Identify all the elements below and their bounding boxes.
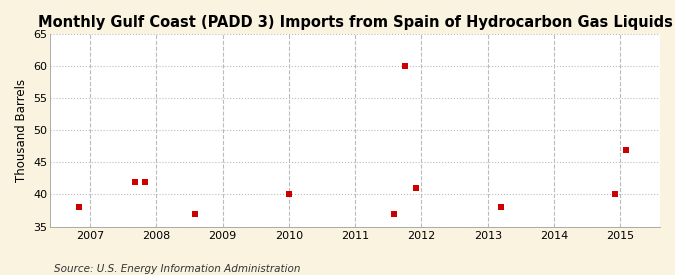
- Point: [495, 205, 506, 210]
- Text: Source: U.S. Energy Information Administration: Source: U.S. Energy Information Administ…: [54, 264, 300, 274]
- Point: [400, 64, 410, 68]
- Point: [284, 192, 294, 197]
- Point: [388, 211, 399, 216]
- Point: [411, 186, 422, 190]
- Point: [74, 205, 84, 210]
- Point: [610, 192, 620, 197]
- Point: [129, 179, 140, 184]
- Point: [620, 147, 631, 152]
- Point: [140, 179, 151, 184]
- Y-axis label: Thousand Barrels: Thousand Barrels: [15, 79, 28, 182]
- Point: [190, 211, 200, 216]
- Title: Monthly Gulf Coast (PADD 3) Imports from Spain of Hydrocarbon Gas Liquids: Monthly Gulf Coast (PADD 3) Imports from…: [38, 15, 673, 30]
